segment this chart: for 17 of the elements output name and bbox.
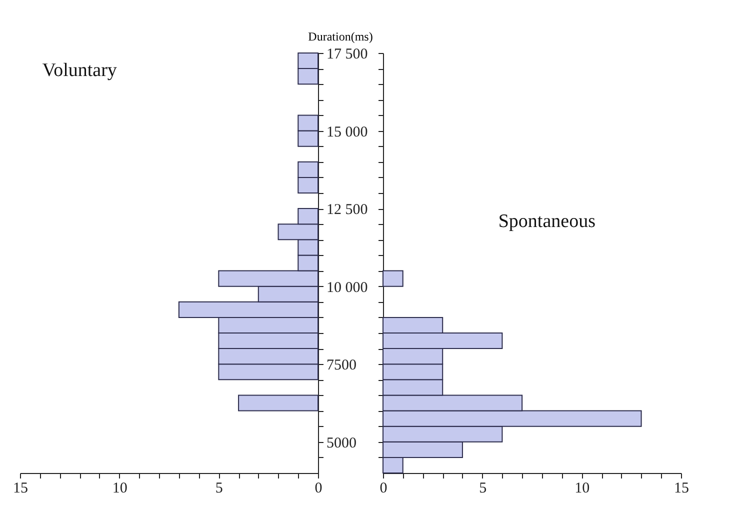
- x-tick-label: 0: [380, 480, 388, 496]
- y-tick-label: 15 000: [326, 124, 368, 140]
- x-tick-label: 0: [314, 480, 322, 496]
- y-tick-label: 10 000: [326, 280, 368, 296]
- y-axis-title: Duration(ms): [308, 30, 373, 44]
- x-tick-label: 5: [479, 480, 487, 496]
- y-tick-label: 17 500: [326, 46, 368, 62]
- x-tick-label: 15: [674, 480, 689, 496]
- x-tick-label: 10: [112, 480, 128, 496]
- y-tick-label: 12 500: [326, 202, 368, 218]
- y-tick-label: 7500: [326, 358, 356, 374]
- x-tick-label: 10: [574, 480, 590, 496]
- text: Voluntary: [42, 60, 118, 81]
- x-tick-label: 5: [215, 480, 223, 496]
- y-tick-label: 5000: [326, 435, 356, 452]
- x-tick-label: 15: [13, 480, 28, 496]
- text: Spontaneous: [498, 211, 596, 232]
